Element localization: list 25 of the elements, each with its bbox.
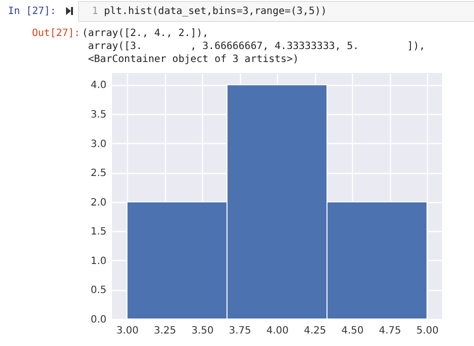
y-tick-label: 1.5 [90,226,106,238]
text: Out[27]: [32,28,80,40]
y-tick-label: 4.0 [90,80,106,92]
text: <BarContainer object of 3 artists>) [87,54,299,66]
text: (array([2., 4., 2.]), [82,28,208,40]
x-tick-label: 3.25 [154,326,176,336]
y-tick-label: 1.0 [90,256,106,267]
x-tick-label: 4.25 [304,326,326,336]
text: 1 [92,6,98,18]
x-tick-label: 5.00 [416,326,439,336]
text: plt.hist(data_set,bins=3,range=(3,5)) [104,6,327,18]
x-tick-label: 3.00 [116,326,139,336]
y-tick-label: 2.0 [90,197,106,208]
y-tick-label: 0.5 [90,285,106,296]
y-tick-label: 3.0 [90,138,106,150]
y-tick-label: 3.5 [90,110,106,120]
y-tick-label: 2.5 [90,168,106,180]
x-tick-label: 3.50 [191,326,214,336]
x-tick-label: 4.00 [266,326,289,336]
x-tick-label: 3.75 [228,326,252,336]
x-tick-label: 4.75 [378,326,402,336]
text: array([3. , 3.66666667, 4.33333333, 5. ]), [87,41,426,53]
y-tick-label: 0.0 [90,314,106,326]
text: In [27]: [8,6,56,18]
x-tick-label: 4.50 [341,326,364,336]
